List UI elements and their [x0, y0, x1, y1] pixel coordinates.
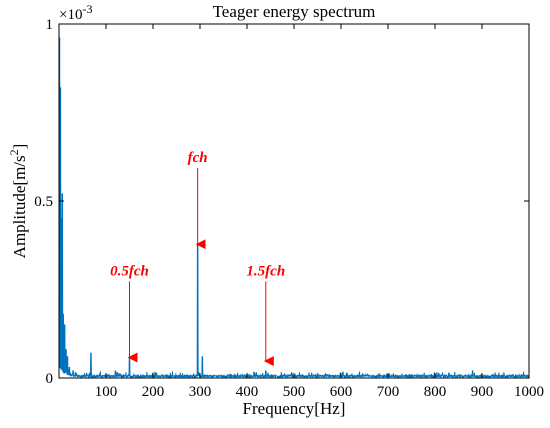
- y-tick-label: 0.5: [34, 194, 53, 210]
- x-tick-label: 700: [377, 384, 400, 400]
- y-axis-multiplier-exponent: -3: [82, 2, 92, 16]
- x-tick-label: 200: [142, 384, 165, 400]
- y-axis-label-end: ]: [10, 144, 29, 150]
- y-axis-label: Amplitude[m/s2]: [7, 144, 29, 259]
- x-axis-label: Frequency[Hz]: [243, 399, 346, 418]
- x-tick-label: 1000: [514, 384, 544, 400]
- y-tick-label: 0: [46, 371, 54, 387]
- x-tick-label: 400: [236, 384, 259, 400]
- x-tick-label: 600: [330, 384, 353, 400]
- y-axis-label-superscript: 2: [7, 149, 21, 155]
- annotation-label: 1.5fch: [246, 263, 285, 279]
- y-tick-label: 1: [46, 17, 54, 33]
- x-tick-label: 100: [95, 384, 118, 400]
- annotation-label: fch: [188, 150, 208, 166]
- plot-area: [59, 24, 529, 378]
- x-tick-label: 800: [424, 384, 447, 400]
- y-axis-multiplier: ×10-3: [59, 2, 92, 23]
- annotation-label: 0.5fch: [110, 263, 149, 279]
- chart-title: Teager energy spectrum: [213, 2, 376, 21]
- x-tick-label: 900: [471, 384, 494, 400]
- y-axis-label-main: Amplitude[m/s: [10, 155, 29, 258]
- x-tick-label: 500: [283, 384, 306, 400]
- y-axis-multiplier-base: ×10: [59, 7, 82, 23]
- x-tick-label: 300: [189, 384, 212, 400]
